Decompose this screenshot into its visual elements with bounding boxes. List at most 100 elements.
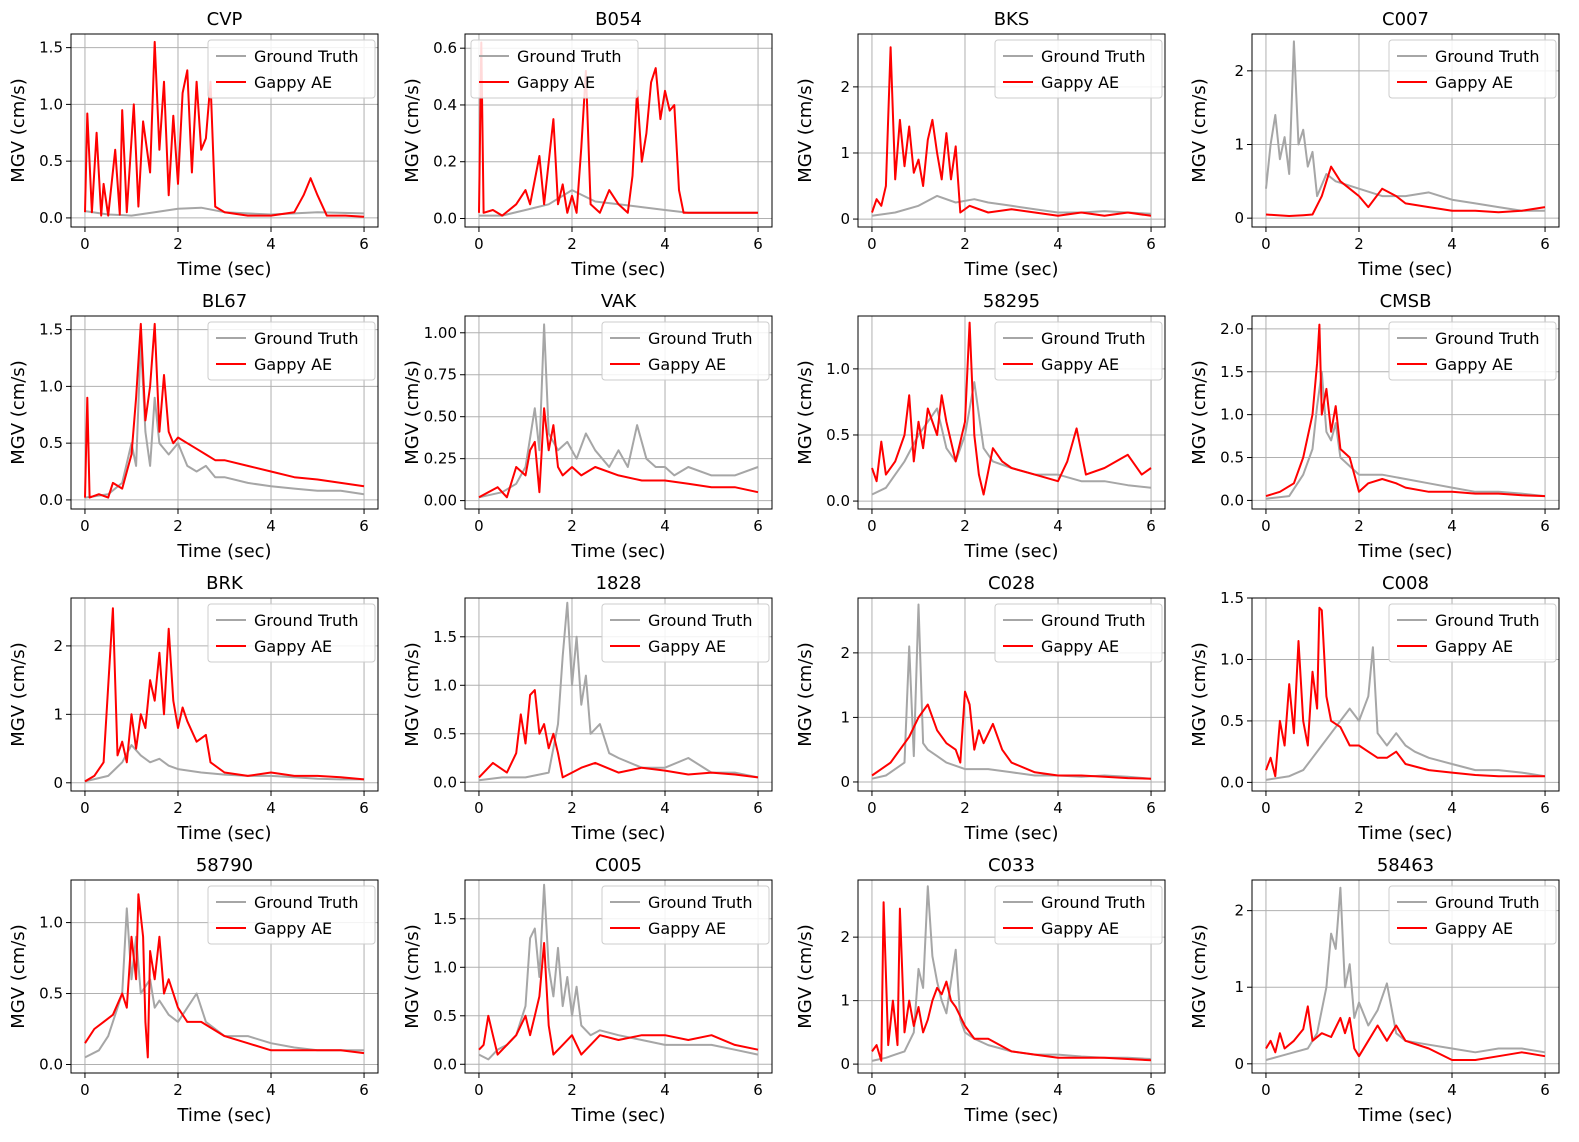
legend-box [470,39,639,99]
subplot-title: C005 [595,855,642,876]
y-tick-label: 1 [840,992,850,1010]
x-axis-label: Time (sec) [1357,823,1452,844]
subplot-c008: 0 2 4 6 0.0 0.5 1.0 1.5 C008 Time (sec) MGV (cm/s)… [1189,573,1560,844]
y-tick-label: 2 [840,78,850,96]
plot-frame [1251,597,1560,792]
legend-label: Gappy AE [254,73,332,92]
y-tick-label: 0.5 [433,1007,457,1025]
y-tick-label: 0.0 [1220,773,1244,791]
y-tick-label: 1.00 [424,324,457,342]
x-tick-label: 4 [1447,235,1457,253]
series-line-ground-truth [1265,886,1546,1061]
subplot-title: C033 [988,855,1035,876]
y-axis-label: MGV (cm/s) [402,924,423,1028]
plot-frame [70,33,379,228]
plot-frame [464,597,773,792]
series-line-ground-truth [871,194,1152,217]
subplot-title: CMSB [1380,291,1432,312]
y-tick-label: 0.0 [39,1055,63,1073]
y-tick-label: 1 [840,144,850,162]
y-tick-label: 0.0 [39,209,63,227]
series-line-ground-truth [84,907,364,1059]
legend-label: Gappy AE [1041,73,1119,92]
x-axis-label: Time (sec) [176,823,271,844]
series-line-gappy-ae [871,321,1152,496]
x-tick-label: 2 [567,1081,577,1099]
legend-box [1388,39,1557,99]
x-tick-label: 4 [266,799,276,817]
x-tick-label: 0 [474,235,484,253]
y-tick-label: 0.5 [1220,449,1244,467]
legend-box [994,885,1163,945]
x-tick-label: 2 [173,517,183,535]
x-tick-label: 6 [1540,517,1550,535]
x-tick-label: 6 [1146,517,1156,535]
x-tick-label: 2 [960,1081,970,1099]
subplot-bl67: 0 2 4 6 0.0 0.5 1.0 1.5 BL67 Time (sec) MGV (cm/s)… [8,291,379,562]
legend-label: Ground Truth [517,47,622,66]
plot-frame [1251,315,1560,510]
y-tick-label: 1.0 [433,958,457,976]
y-tick-label: 0.0 [1220,491,1244,509]
x-axis-label: Time (sec) [1357,1105,1452,1126]
subplot-title: C008 [1382,573,1429,594]
x-tick-label: 0 [867,235,877,253]
x-tick-label: 0 [1261,517,1271,535]
legend-label: Gappy AE [517,73,595,92]
series-line-gappy-ae [1265,323,1546,498]
x-tick-label: 6 [1540,235,1550,253]
x-tick-label: 2 [960,799,970,817]
x-tick-label: 6 [1540,799,1550,817]
legend-label: Ground Truth [1435,329,1540,348]
legend-box [994,321,1163,381]
series-line-ground-truth [1265,40,1545,212]
plot-frame [857,879,1166,1074]
legend-label: Gappy AE [254,637,332,656]
y-tick-label: 1.5 [39,321,63,339]
x-tick-label: 4 [660,235,670,253]
series-line-ground-truth [1265,646,1546,781]
y-tick-label: 1 [53,705,63,723]
x-axis-label: Time (sec) [570,541,665,562]
series-line-ground-truth [871,381,1152,496]
x-axis-label: Time (sec) [570,1105,665,1126]
subplot-brk: 0 2 4 6 0 1 2 BRK Time (sec) MGV (cm/s) Ground Tru… [8,573,379,844]
legend-box [1388,321,1557,381]
subplot-title: C007 [1382,9,1429,30]
y-tick-label: 2.0 [1220,320,1244,338]
x-tick-label: 0 [474,1081,484,1099]
x-tick-label: 2 [173,235,183,253]
y-tick-label: 0.4 [433,96,457,114]
x-tick-label: 2 [1354,235,1364,253]
y-tick-label: 1 [840,708,850,726]
legend: Ground Truth Gappy AE [207,39,376,99]
legend-label: Gappy AE [1435,355,1513,374]
y-tick-label: 0.6 [433,39,457,57]
x-tick-label: 2 [173,1081,183,1099]
legend-label: Ground Truth [648,611,753,630]
x-axis-label: Time (sec) [176,1105,271,1126]
y-tick-label: 0.5 [39,152,63,170]
legend-label: Gappy AE [648,355,726,374]
series-line-gappy-ae [84,607,365,783]
y-tick-label: 0.0 [826,492,850,510]
y-tick-label: 0.75 [424,366,457,384]
legend-label: Ground Truth [648,329,753,348]
legend-box [207,39,376,99]
legend: Ground Truth Gappy AE [1388,885,1557,945]
legend-box [994,603,1163,663]
x-tick-label: 4 [266,517,276,535]
y-axis-label: MGV (cm/s) [795,78,816,182]
legend: Ground Truth Gappy AE [1388,39,1557,99]
legend-label: Ground Truth [1435,47,1540,66]
series-line-gappy-ae [1265,165,1546,217]
x-tick-label: 4 [1053,235,1063,253]
x-tick-label: 0 [80,799,90,817]
y-tick-label: 2 [53,637,63,655]
legend: Ground Truth Gappy AE [994,885,1163,945]
legend-label: Gappy AE [1435,73,1513,92]
plot-frame [464,879,773,1074]
x-tick-label: 0 [80,235,90,253]
x-axis-label: Time (sec) [963,541,1058,562]
